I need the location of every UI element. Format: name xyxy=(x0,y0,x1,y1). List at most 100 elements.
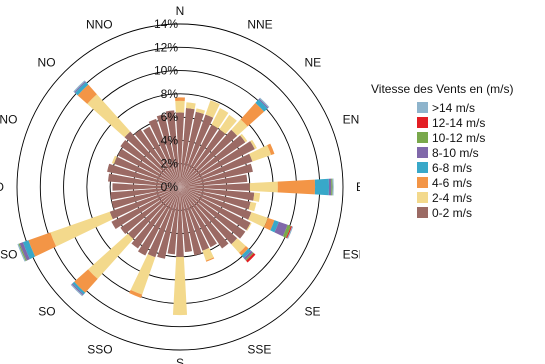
radial-tick-label: 0% xyxy=(161,180,179,194)
wind-bar-segment xyxy=(263,217,275,231)
wind-bar-segment xyxy=(180,187,217,248)
wind-bars xyxy=(17,80,334,316)
legend-swatch xyxy=(417,147,428,158)
wind-bar-segment xyxy=(88,233,134,279)
wind-bar-segment xyxy=(274,221,288,237)
legend-item: 8-10 m/s xyxy=(417,145,543,160)
wind-bar-segment xyxy=(205,257,215,262)
legend-item: 2-4 m/s xyxy=(417,190,543,205)
wind-bar-segment xyxy=(74,81,87,94)
legend-swatch xyxy=(417,207,428,218)
legend-label: 6-8 m/s xyxy=(432,160,473,175)
wind-bar-segment xyxy=(246,253,256,263)
wind-bar-segment xyxy=(50,211,113,247)
wind-bar-segment xyxy=(287,226,294,239)
wind-bar-segment xyxy=(246,222,252,231)
wind-bar-segment xyxy=(134,129,180,187)
wind-bar-segment xyxy=(259,97,270,108)
legend-label: 0-2 m/s xyxy=(432,205,473,220)
wind-bar-segment xyxy=(157,187,180,259)
direction-label: N xyxy=(176,4,185,18)
wind-bar-segment xyxy=(249,181,278,193)
wind-bar-segment xyxy=(107,163,180,187)
direction-label: ENE xyxy=(343,113,360,127)
wind-bar-segment xyxy=(75,82,89,96)
wind-bar-segment xyxy=(180,108,195,187)
wind-bar-segment xyxy=(255,99,268,112)
wind-bar-segment xyxy=(74,269,98,293)
wind-bar-segment xyxy=(180,111,204,187)
direction-label: NE xyxy=(304,56,321,70)
wind-bar-segment xyxy=(180,135,246,187)
grid-circle xyxy=(16,23,344,351)
wind-bar-segment xyxy=(180,163,253,187)
direction-label: O xyxy=(0,180,4,194)
wind-bar-segment xyxy=(22,240,36,260)
wind-bar-segment xyxy=(180,153,253,187)
wind-bar-segment xyxy=(248,212,268,228)
wind-bar-segment xyxy=(110,187,180,200)
direction-label: ONO xyxy=(0,113,17,127)
direction-label: NO xyxy=(38,56,56,70)
wind-bar-segment xyxy=(108,173,180,187)
legend-swatch xyxy=(417,102,428,113)
wind-bar-segment xyxy=(111,187,180,209)
wind-bar-segment xyxy=(120,139,180,187)
wind-bar-segment xyxy=(148,118,180,187)
radial-tick-label: 12% xyxy=(154,40,178,54)
wind-bar-segment xyxy=(202,247,214,261)
legend-item: 12-14 m/s xyxy=(417,115,543,130)
wind-bar-segment xyxy=(180,174,248,187)
legend-item: 6-8 m/s xyxy=(417,160,543,175)
wind-bar-segment xyxy=(175,112,185,187)
radial-tick-labels: 0% 2% 4% 6% 8% 10% 12% 14% xyxy=(154,17,178,194)
legend-item: 0-2 m/s xyxy=(417,205,543,220)
wind-bar-segment xyxy=(180,187,210,251)
wind-bar-segment xyxy=(328,178,332,196)
wind-bar-segment xyxy=(120,187,180,235)
legend-item: 4-6 m/s xyxy=(417,175,543,190)
wind-bar-segment xyxy=(176,187,184,257)
wind-bar-segment xyxy=(243,250,253,260)
legend-label: 10-12 m/s xyxy=(432,130,486,145)
wind-bar-segment xyxy=(282,224,291,238)
wind-bar-segment xyxy=(258,98,269,109)
radial-tick-label: 10% xyxy=(154,64,178,78)
legend-item: >14 m/s xyxy=(417,100,543,115)
wind-bar-segment xyxy=(17,243,26,262)
wind-bar-segment xyxy=(180,187,251,231)
wind-bar-segment xyxy=(19,242,30,261)
wind-bar-segment xyxy=(331,178,333,196)
legend-items: >14 m/s 12-14 m/s 10-12 m/s 8-10 m/s 6-8 m/s… xyxy=(371,100,543,220)
radial-tick-label: 2% xyxy=(161,157,179,171)
wind-bar-segment xyxy=(77,84,97,104)
legend: Vitesse des Vents en (m/s) >14 m/s 12-14 … xyxy=(371,82,543,220)
wind-bar-segment xyxy=(180,114,214,187)
direction-label: SO xyxy=(38,304,55,318)
wind-bar-segment xyxy=(249,145,272,162)
direction-label: SE xyxy=(304,304,320,318)
wind-bar-segment xyxy=(109,187,180,220)
wind-bar-segment xyxy=(195,108,206,114)
direction-label: ESE xyxy=(343,247,360,261)
legend-swatch xyxy=(417,117,428,128)
wind-bar-segment xyxy=(250,139,257,150)
wind-bar-segment xyxy=(71,283,84,296)
legend-swatch xyxy=(417,177,428,188)
wind-rose-plot: 0%2%4%6%8%10%12%14% NNNENEENEEESESESSESS… xyxy=(0,4,360,364)
wind-bar-segment xyxy=(129,289,143,298)
legend-swatch xyxy=(417,132,428,143)
wind-bar-segment xyxy=(111,155,118,164)
wind-bar-segment xyxy=(211,108,229,129)
legend-label: 12-14 m/s xyxy=(432,115,486,130)
wind-bar-segment xyxy=(205,100,220,118)
wind-bar-segment xyxy=(231,238,246,253)
legend-swatch xyxy=(417,192,428,203)
radial-tick-label: 8% xyxy=(161,87,179,101)
wind-bar-segment xyxy=(332,178,334,196)
wind-bar-segment xyxy=(87,94,131,138)
legend-item: 10-12 m/s xyxy=(417,130,543,145)
wind-bar-segment xyxy=(180,183,250,191)
legend-label: >14 m/s xyxy=(432,100,476,115)
